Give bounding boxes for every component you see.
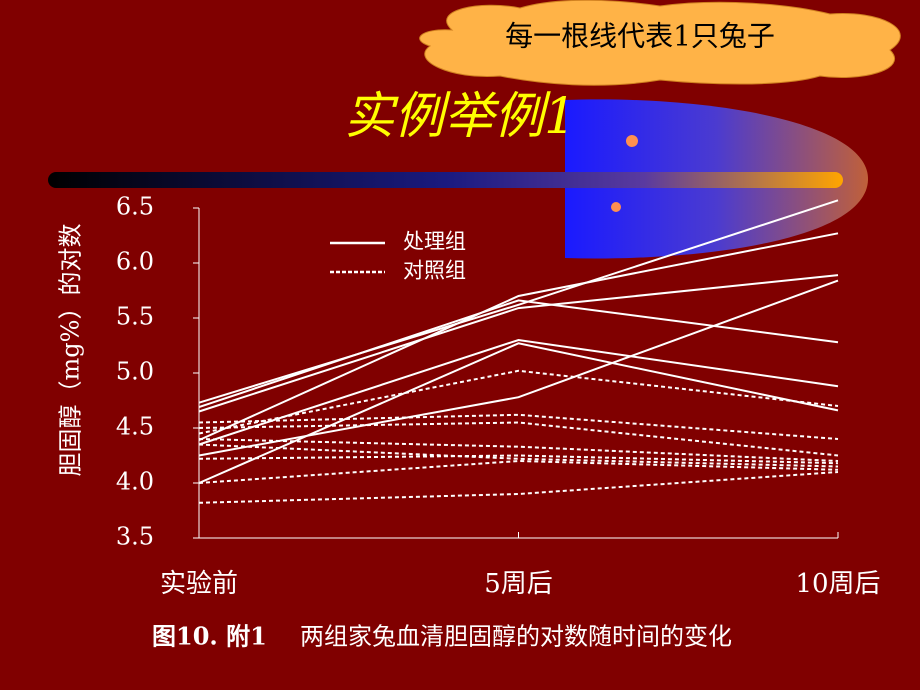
data-line — [198, 459, 839, 484]
caption: 两组家兔血清胆固醇的对数随时间的变化 — [300, 623, 732, 651]
legend-label: 处理组 — [403, 230, 466, 254]
y-tick-label: 6.0 — [116, 248, 154, 276]
note-text: 每一根线代表1只兔子 — [505, 20, 775, 53]
data-line — [198, 199, 839, 404]
legend-label: 对照组 — [403, 259, 466, 283]
data-line — [198, 413, 839, 440]
x-tick-label: 5周后 — [484, 569, 553, 599]
data-line — [198, 454, 839, 465]
y-tick-label: 6.5 — [116, 193, 154, 221]
data-line — [198, 232, 839, 442]
chart-title: 实例举例1 — [344, 87, 576, 145]
data-line — [198, 369, 839, 435]
data-line — [198, 338, 839, 446]
data-line — [198, 299, 839, 409]
y-axis-label: 胆固醇（mg%）的对数 — [57, 224, 85, 477]
y-tick-label: 4.0 — [116, 468, 154, 496]
x-tick-label: 实验前 — [160, 569, 238, 599]
data-line — [198, 421, 839, 457]
y-tick-label: 5.0 — [116, 358, 154, 386]
data-line — [198, 443, 839, 468]
y-tick-label: 3.5 — [116, 523, 154, 551]
dot — [626, 135, 638, 147]
x-tick-label: 10周后 — [795, 569, 880, 599]
data-line — [198, 471, 839, 504]
dot — [611, 202, 621, 212]
note-bubble — [419, 0, 901, 86]
data-line — [198, 342, 839, 484]
data-line — [198, 274, 839, 413]
caption-label: 图10. 附1 — [152, 622, 267, 651]
divider-bar — [48, 172, 843, 188]
data-line — [198, 438, 839, 462]
y-tick-label: 5.5 — [116, 303, 154, 331]
y-tick-label: 4.5 — [116, 413, 154, 441]
